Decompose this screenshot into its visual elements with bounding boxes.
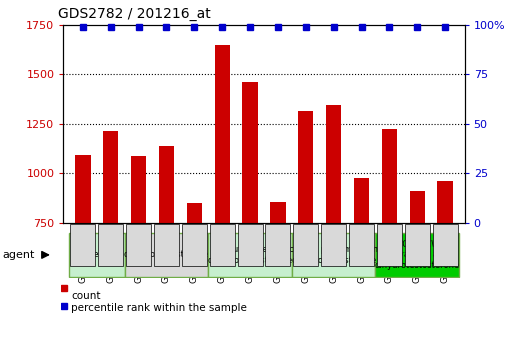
FancyBboxPatch shape: [210, 224, 235, 266]
Bar: [326, 105, 341, 354]
Bar: [159, 146, 174, 354]
Bar: [354, 178, 369, 354]
Bar: [214, 45, 230, 354]
Text: WGWWCW
polyamide and
dihydrotestosterone: WGWWCW polyamide and dihydrotestosterone: [375, 240, 460, 270]
Bar: [187, 203, 202, 354]
FancyBboxPatch shape: [293, 224, 318, 266]
FancyBboxPatch shape: [98, 224, 123, 266]
Bar: [242, 82, 258, 354]
FancyBboxPatch shape: [126, 224, 151, 266]
FancyBboxPatch shape: [208, 233, 292, 277]
Text: dihydrotestosterone: dihydrotestosterone: [124, 250, 209, 259]
FancyBboxPatch shape: [266, 224, 290, 266]
FancyBboxPatch shape: [375, 233, 459, 277]
Text: percentile rank within the sample: percentile rank within the sample: [71, 303, 247, 313]
Bar: [410, 191, 425, 354]
Bar: [75, 155, 90, 354]
FancyBboxPatch shape: [292, 233, 375, 277]
FancyBboxPatch shape: [349, 224, 374, 266]
Text: bicalutamide and
dihydrotestosterone: bicalutamide and dihydrotestosterone: [208, 245, 293, 264]
Bar: [438, 181, 453, 354]
Bar: [103, 131, 118, 354]
FancyBboxPatch shape: [154, 224, 179, 266]
FancyBboxPatch shape: [377, 224, 402, 266]
FancyBboxPatch shape: [182, 224, 207, 266]
FancyBboxPatch shape: [238, 224, 262, 266]
Text: GDS2782 / 201216_at: GDS2782 / 201216_at: [58, 7, 211, 21]
Bar: [270, 202, 286, 354]
Text: control polyamide an
dihydrotestosterone: control polyamide an dihydrotestosterone: [289, 245, 378, 264]
FancyBboxPatch shape: [69, 233, 125, 277]
Bar: [298, 111, 314, 354]
Text: agent: agent: [3, 250, 35, 260]
Bar: [131, 156, 146, 354]
FancyBboxPatch shape: [432, 224, 458, 266]
FancyBboxPatch shape: [321, 224, 346, 266]
Text: count: count: [71, 291, 101, 301]
FancyBboxPatch shape: [405, 224, 430, 266]
FancyBboxPatch shape: [70, 224, 96, 266]
Text: untreated: untreated: [76, 250, 118, 259]
FancyBboxPatch shape: [125, 233, 208, 277]
Bar: [382, 129, 397, 354]
